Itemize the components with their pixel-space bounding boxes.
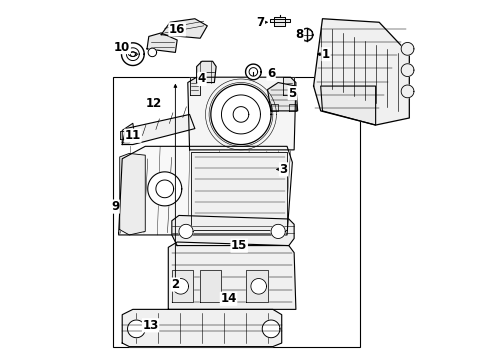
- Polygon shape: [127, 320, 145, 338]
- Text: 3: 3: [279, 163, 287, 176]
- Polygon shape: [147, 172, 182, 206]
- Polygon shape: [267, 82, 297, 111]
- Text: 15: 15: [230, 239, 247, 252]
- Polygon shape: [400, 85, 413, 98]
- Polygon shape: [119, 146, 292, 235]
- Text: 10: 10: [114, 41, 130, 54]
- Polygon shape: [173, 279, 188, 294]
- Polygon shape: [120, 153, 145, 235]
- Text: 16: 16: [169, 23, 185, 36]
- Polygon shape: [221, 95, 260, 134]
- Text: 7: 7: [256, 16, 264, 29]
- Polygon shape: [147, 33, 177, 53]
- Polygon shape: [156, 180, 173, 198]
- Polygon shape: [189, 77, 200, 95]
- Polygon shape: [320, 86, 375, 125]
- Polygon shape: [130, 52, 135, 57]
- Text: 8: 8: [295, 28, 303, 41]
- Polygon shape: [269, 19, 289, 22]
- Bar: [113, 77, 359, 347]
- Text: 13: 13: [142, 319, 159, 332]
- Polygon shape: [171, 270, 193, 302]
- Text: 12: 12: [146, 97, 162, 110]
- Polygon shape: [196, 61, 216, 82]
- Polygon shape: [250, 279, 266, 294]
- Polygon shape: [300, 28, 312, 41]
- Polygon shape: [248, 68, 257, 76]
- Polygon shape: [283, 77, 293, 95]
- Polygon shape: [187, 77, 295, 150]
- Polygon shape: [233, 107, 248, 122]
- Polygon shape: [210, 84, 270, 145]
- Polygon shape: [246, 270, 267, 302]
- Polygon shape: [245, 64, 261, 80]
- Text: 11: 11: [124, 129, 141, 142]
- Polygon shape: [313, 19, 408, 125]
- Text: 5: 5: [287, 87, 296, 100]
- Text: 4: 4: [198, 72, 205, 85]
- Polygon shape: [270, 224, 285, 238]
- Polygon shape: [400, 64, 413, 77]
- Polygon shape: [171, 215, 293, 246]
- Polygon shape: [273, 17, 285, 26]
- Polygon shape: [168, 242, 295, 309]
- Polygon shape: [200, 270, 221, 302]
- Polygon shape: [122, 309, 281, 347]
- Polygon shape: [161, 19, 207, 38]
- Text: 14: 14: [220, 292, 236, 305]
- Polygon shape: [126, 48, 139, 60]
- Polygon shape: [122, 114, 195, 145]
- Text: 1: 1: [321, 48, 329, 61]
- Polygon shape: [191, 152, 286, 230]
- Text: 2: 2: [171, 278, 179, 291]
- Text: 6: 6: [266, 67, 275, 80]
- Polygon shape: [122, 123, 134, 143]
- Polygon shape: [179, 224, 193, 238]
- Polygon shape: [400, 42, 413, 55]
- Polygon shape: [262, 320, 279, 338]
- Polygon shape: [122, 43, 144, 66]
- Polygon shape: [148, 48, 156, 57]
- Text: 9: 9: [111, 200, 119, 213]
